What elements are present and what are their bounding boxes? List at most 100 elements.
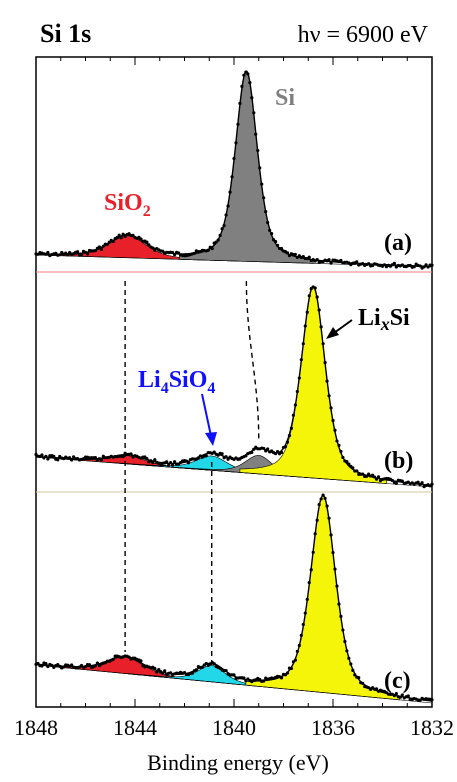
- data-point-panel-2: [46, 457, 50, 461]
- data-point-panel-1: [430, 263, 434, 267]
- data-point-panel-2: [303, 324, 307, 328]
- data-point-panel-2: [297, 376, 301, 380]
- data-point-panel-2: [430, 482, 434, 486]
- title-right: hν = 6900 eV: [298, 22, 429, 48]
- data-point-panel-2: [173, 460, 177, 464]
- data-point-panel-2: [365, 474, 369, 478]
- data-point-panel-3: [351, 668, 355, 673]
- data-point-panel-2: [250, 450, 254, 455]
- data-point-panel-2: [204, 454, 208, 458]
- data-point-panel-3: [335, 584, 339, 588]
- data-point-panel-3: [95, 661, 99, 665]
- component-fills: [35, 71, 400, 701]
- data-points: [34, 70, 434, 702]
- data-point-panel-3: [153, 666, 157, 671]
- data-point-panel-2: [313, 286, 317, 290]
- panel-label-c: (c): [384, 668, 411, 694]
- data-point-panel-1: [250, 96, 254, 100]
- data-point-panel-1: [222, 224, 226, 228]
- data-point-panel-2: [355, 469, 359, 473]
- guide-si: [245, 280, 260, 441]
- data-point-panel-3: [331, 550, 335, 555]
- data-point-panel-3: [394, 692, 398, 696]
- data-point-panel-1: [230, 175, 234, 179]
- data-point-panel-1: [234, 141, 238, 145]
- data-point-panel-1: [293, 252, 297, 257]
- data-point-panel-2: [212, 450, 216, 454]
- data-point-panel-1: [242, 73, 246, 77]
- data-point-panel-2: [186, 461, 191, 465]
- baseline-panel-3: [35, 664, 433, 704]
- data-point-panel-3: [307, 581, 311, 585]
- data-point-panel-1: [262, 196, 266, 200]
- data-point-panel-3: [345, 649, 349, 653]
- data-point-panel-3: [325, 504, 329, 508]
- arrow-li4sio4: [201, 393, 217, 446]
- data-point-panel-3: [361, 681, 365, 685]
- data-point-panel-2: [289, 426, 294, 430]
- data-point-panel-3: [311, 550, 315, 554]
- data-point-panel-3: [327, 516, 331, 520]
- data-point-panel-2: [275, 450, 280, 454]
- data-point-panel-1: [329, 261, 333, 265]
- data-point-panel-3: [406, 694, 410, 698]
- data-point-panel-2: [287, 434, 292, 438]
- data-point-panel-3: [357, 676, 361, 680]
- data-point-panel-3: [295, 649, 299, 654]
- data-point-panel-1: [355, 260, 359, 264]
- data-point-panel-1: [266, 220, 270, 225]
- data-point-panel-1: [258, 166, 262, 170]
- data-point-panel-3: [392, 694, 396, 698]
- data-point-panel-1: [367, 262, 371, 266]
- data-point-panel-3: [303, 611, 307, 615]
- data-point-panel-3: [349, 662, 353, 666]
- data-point-panel-3: [155, 670, 159, 674]
- data-point-panel-3: [305, 597, 309, 601]
- data-point-panel-2: [376, 475, 381, 479]
- data-point-panel-2: [145, 457, 149, 461]
- data-point-panel-3: [400, 693, 404, 697]
- label-sio2-sub: 2: [143, 203, 151, 220]
- data-point-panel-2: [301, 342, 305, 346]
- label-li4sio4: Li4SiO4: [138, 367, 215, 397]
- data-point-panel-1: [307, 255, 311, 259]
- data-point-panel-1: [145, 240, 149, 244]
- data-point-panel-3: [299, 633, 303, 637]
- data-point-panel-3: [323, 496, 327, 500]
- data-point-panel-2: [329, 406, 333, 410]
- data-point-panel-3: [190, 671, 195, 675]
- data-point-panel-2: [273, 452, 278, 456]
- data-point-panel-3: [127, 655, 131, 659]
- data-point-panel-1: [226, 204, 230, 208]
- data-point-panel-2: [129, 452, 133, 456]
- data-point-panel-3: [70, 663, 74, 667]
- data-point-panel-2: [335, 439, 339, 443]
- data-point-panel-3: [111, 657, 115, 661]
- data-point-panel-3: [317, 503, 321, 507]
- data-point-panel-3: [285, 671, 290, 675]
- arrow-lixsi: [326, 319, 353, 339]
- baseline-panel-2: [35, 456, 433, 488]
- data-point-panel-1: [105, 242, 109, 246]
- label-lixsi-tail: Si: [390, 305, 410, 331]
- data-point-panel-1: [117, 233, 121, 237]
- data-point-panel-3: [374, 687, 379, 691]
- data-point-panel-1: [216, 238, 220, 242]
- data-point-panel-2: [315, 295, 319, 299]
- data-point-panel-1: [115, 235, 119, 240]
- data-point-panel-2: [291, 413, 295, 417]
- data-point-panel-3: [161, 671, 165, 675]
- data-point-panel-1: [147, 243, 151, 247]
- x-tick-label: 1848: [14, 715, 58, 740]
- data-point-panel-1: [248, 81, 252, 85]
- data-point-panel-2: [252, 447, 256, 451]
- data-point-panel-2: [244, 454, 248, 458]
- data-point-panel-3: [62, 665, 66, 669]
- data-point-panel-3: [353, 673, 357, 677]
- data-point-panel-2: [52, 454, 56, 458]
- data-point-panel-2: [337, 443, 341, 447]
- data-point-panel-1: [99, 247, 103, 251]
- data-point-panel-1: [46, 250, 50, 255]
- data-point-panel-2: [56, 458, 60, 462]
- data-point-panel-2: [325, 379, 329, 383]
